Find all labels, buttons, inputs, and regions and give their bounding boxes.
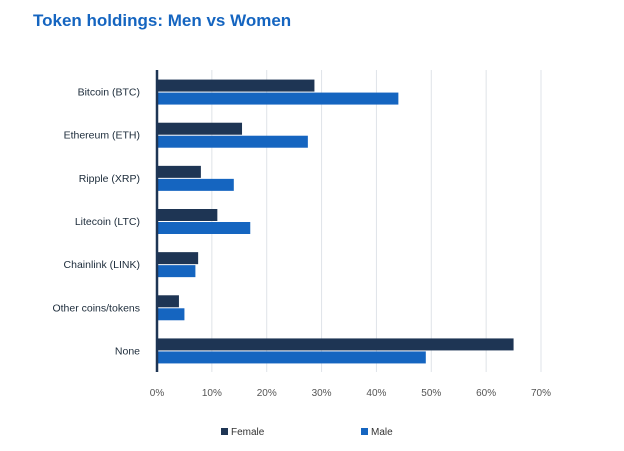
legend: Female Male <box>221 427 393 438</box>
bar-male <box>157 92 399 105</box>
category-label: None <box>115 345 140 357</box>
bar-male <box>157 308 185 321</box>
x-tick-label: 70% <box>531 388 551 399</box>
bar-male <box>157 178 234 191</box>
bar-male <box>157 222 251 234</box>
category-label: Bitcoin (BTC) <box>78 87 140 99</box>
category-label: Other coins/tokens <box>52 302 140 314</box>
bar-female <box>157 122 243 135</box>
gridlines <box>211 70 542 372</box>
bars <box>157 79 514 364</box>
category-label: Chainlink (LINK) <box>64 259 140 271</box>
x-tick-label: 30% <box>312 388 332 399</box>
legend-swatch-female <box>221 428 228 435</box>
bar-female <box>157 79 315 92</box>
x-tick-label: 10% <box>202 388 222 399</box>
legend-swatch-male <box>361 428 368 435</box>
bar-male <box>157 265 196 278</box>
chart-title: Token holdings: Men vs Women <box>33 11 292 30</box>
bar-female <box>157 338 514 351</box>
bar-male <box>157 135 308 148</box>
x-tick-label: 50% <box>421 388 441 399</box>
category-label: Litecoin (LTC) <box>75 216 140 228</box>
category-label: Ripple (XRP) <box>79 173 140 185</box>
bar-female <box>157 209 218 221</box>
bar-male <box>157 351 426 364</box>
x-tick-label: 40% <box>366 388 386 399</box>
category-labels: Bitcoin (BTC) Ethereum (ETH) Ripple (XRP) L… <box>52 87 140 358</box>
bar-female <box>157 165 201 178</box>
x-tick-label: 20% <box>257 388 277 399</box>
x-tick-label: 0% <box>150 388 165 399</box>
category-label: Ethereum (ETH) <box>64 130 140 142</box>
legend-label-female: Female <box>231 427 265 438</box>
legend-label-male: Male <box>371 427 393 438</box>
x-tick-labels: 0% 10% 20% 30% 40% 50% 60% 70% <box>150 388 551 399</box>
x-tick-label: 60% <box>476 388 496 399</box>
bar-female <box>157 252 199 265</box>
bar-female <box>157 295 179 308</box>
